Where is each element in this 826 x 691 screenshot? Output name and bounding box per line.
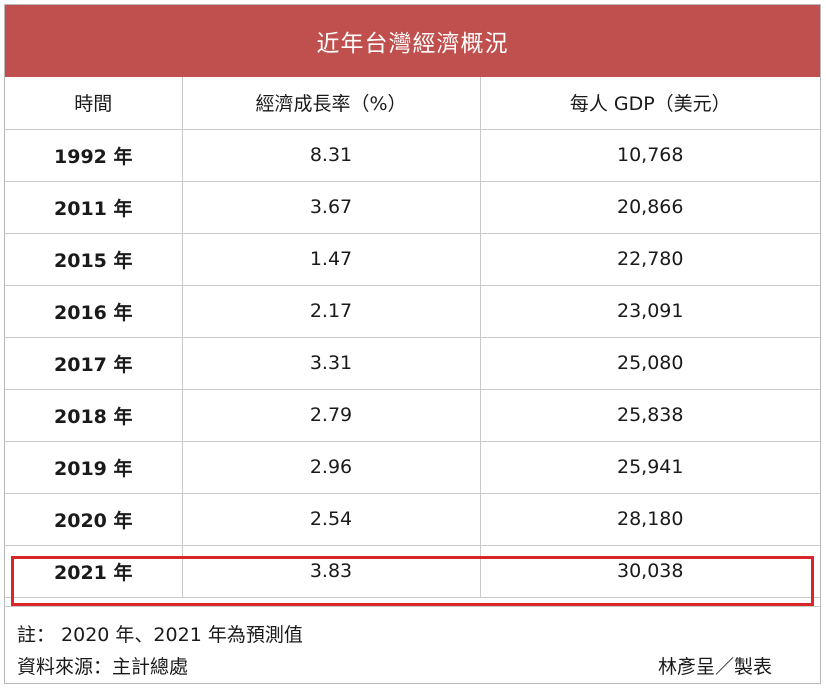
growth-cell: 3.67 [181, 180, 481, 234]
year-cell: 1992 年 [5, 128, 183, 182]
growth-cell: 8.31 [181, 128, 481, 182]
year-cell: 2018 年 [5, 388, 183, 442]
gdp-cell: 22,780 [479, 232, 820, 286]
gdp-cell: 10,768 [479, 128, 820, 182]
header-row: 時間 經濟成長率（%） 每人 GDP（美元） [5, 77, 820, 130]
table-row: 2016 年 2.17 23,091 [5, 284, 820, 338]
forecast-note: 註： 2020 年、2021 年為預測值 [17, 624, 303, 646]
table-row: 2020 年 2.54 28,180 [5, 492, 820, 546]
table-row: 1992 年 8.31 10,768 [5, 128, 820, 182]
gdp-cell: 28,180 [479, 492, 820, 546]
year-cell: 2019 年 [5, 440, 183, 494]
growth-cell: 2.54 [181, 492, 481, 546]
gdp-cell: 23,091 [479, 284, 820, 338]
header-gdp: 每人 GDP（美元） [479, 77, 820, 130]
growth-cell: 2.96 [181, 440, 481, 494]
gdp-cell: 30,038 [479, 544, 820, 598]
gdp-cell: 25,838 [479, 388, 820, 442]
growth-cell: 2.79 [181, 388, 481, 442]
growth-cell: 3.83 [181, 544, 481, 598]
table-row: 2018 年 2.79 25,838 [5, 388, 820, 442]
table-row: 2015 年 1.47 22,780 [5, 232, 820, 286]
year-cell: 2011 年 [5, 180, 183, 234]
year-cell: 2021 年 [5, 544, 183, 598]
economy-table: 時間 經濟成長率（%） 每人 GDP（美元） 1992 年 8.31 10,76… [5, 77, 820, 598]
header-growth: 經濟成長率（%） [181, 77, 481, 130]
gdp-cell: 25,941 [479, 440, 820, 494]
table-row-highlighted: 2021 年 3.83 30,038 [5, 544, 820, 598]
year-cell: 2017 年 [5, 336, 183, 390]
growth-cell: 3.31 [181, 336, 481, 390]
gdp-cell: 25,080 [479, 336, 820, 390]
header-time: 時間 [5, 77, 183, 130]
table-row: 2019 年 2.96 25,941 [5, 440, 820, 494]
year-cell: 2016 年 [5, 284, 183, 338]
growth-cell: 1.47 [181, 232, 481, 286]
source-note: 資料來源：主計總處 [17, 656, 189, 678]
year-cell: 2015 年 [5, 232, 183, 286]
year-cell: 2020 年 [5, 492, 183, 546]
table-row: 2011 年 3.67 20,866 [5, 180, 820, 234]
maker-credit: 林彥呈／製表 [657, 656, 772, 678]
table-card: 近年台灣經濟概況 時間 經濟成長率（%） 每人 GDP（美元） 1992 年 8… [4, 4, 821, 684]
table-row: 2017 年 3.31 25,080 [5, 336, 820, 390]
table-title: 近年台灣經濟概況 [5, 5, 820, 77]
gdp-cell: 20,866 [479, 180, 820, 234]
growth-cell: 2.17 [181, 284, 481, 338]
notes-section: 註： 2020 年、2021 年為預測值 資料來源：主計總處 林彥呈／製表 [5, 606, 820, 683]
